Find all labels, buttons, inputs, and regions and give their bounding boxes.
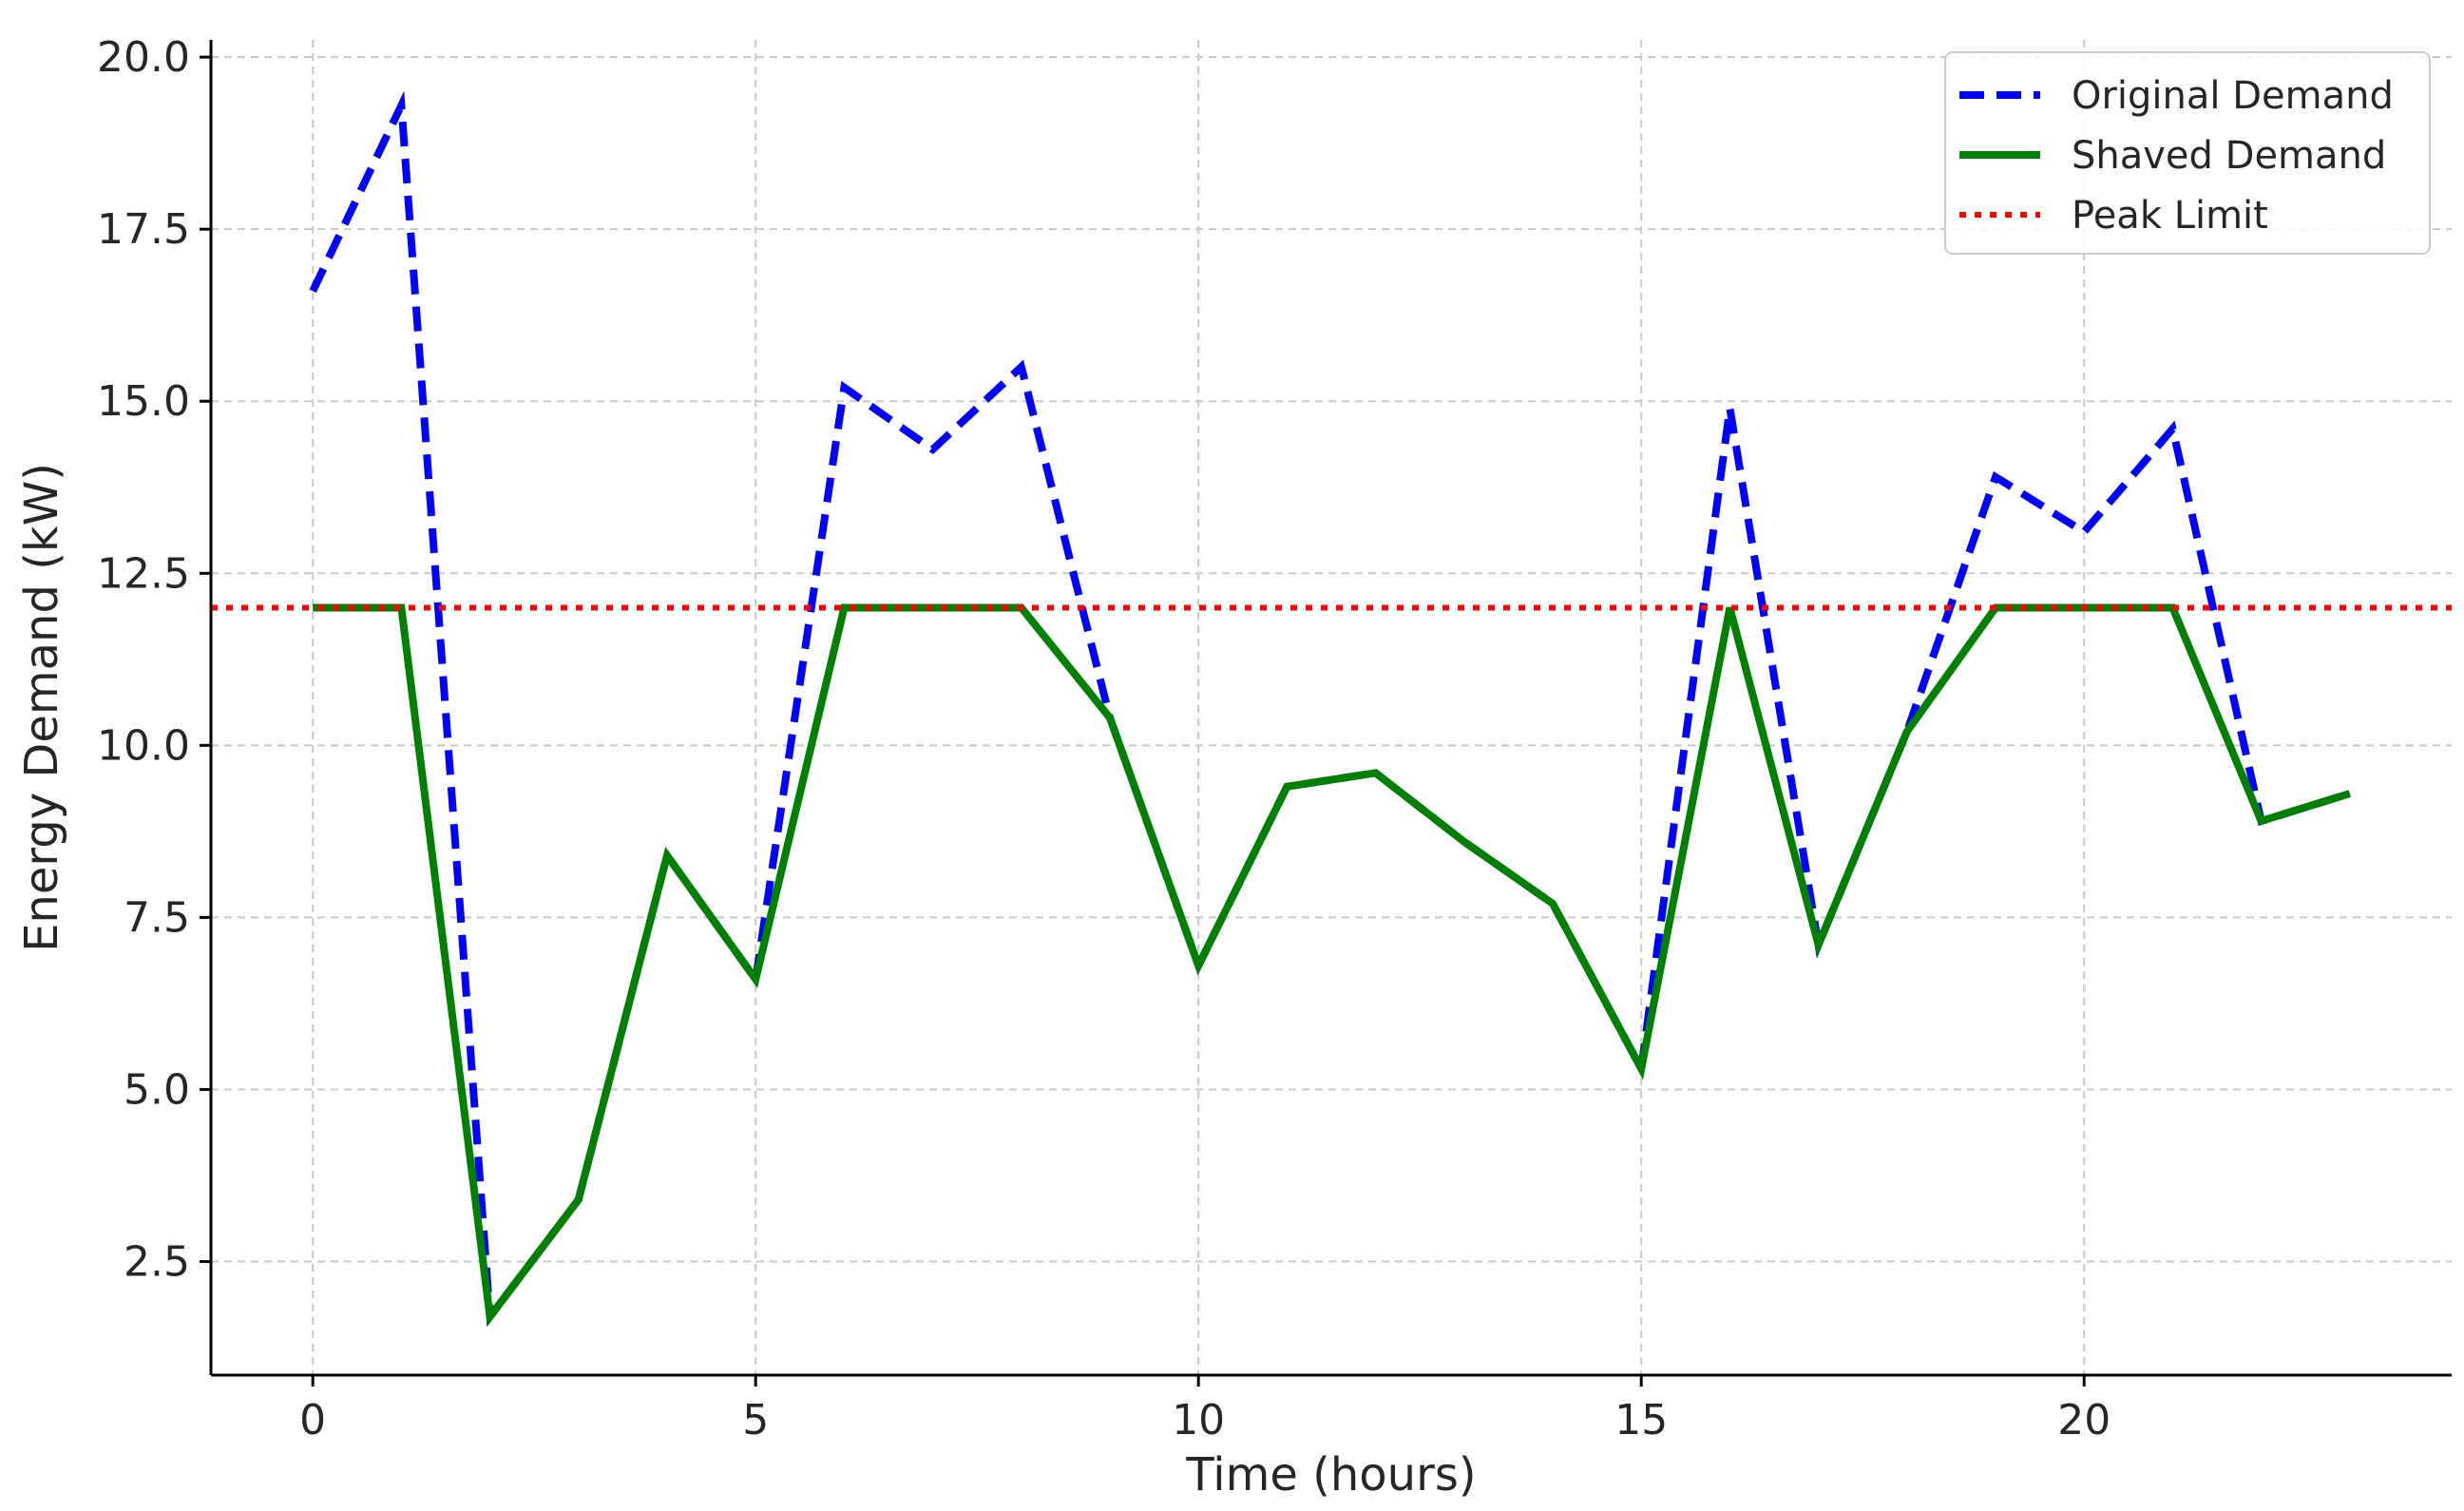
y-tick-label: 20.0 bbox=[97, 33, 190, 82]
legend-label-original-demand: Original Demand bbox=[2072, 74, 2394, 118]
y-tick-label: 5.0 bbox=[124, 1065, 190, 1114]
y-tick-label: 10.0 bbox=[97, 721, 190, 770]
legend-label-shaved-demand: Shaved Demand bbox=[2072, 134, 2386, 178]
y-tick-label: 2.5 bbox=[124, 1238, 190, 1287]
legend-box bbox=[1944, 51, 2431, 255]
series-layer bbox=[211, 90, 2452, 1328]
x-axis-label: Time (hours) bbox=[1185, 1448, 1476, 1501]
x-tick-label: 10 bbox=[1172, 1396, 1225, 1444]
x-ticks: 0 5 10 15 20 bbox=[299, 1375, 2111, 1444]
legend-label-peak-limit: Peak Limit bbox=[2072, 194, 2268, 238]
x-tick-label: 15 bbox=[1614, 1396, 1668, 1444]
series-line-original-demand bbox=[309, 90, 2352, 1328]
y-tick-label: 12.5 bbox=[97, 549, 190, 598]
y-tick-label: 17.5 bbox=[97, 205, 190, 254]
x-tick-label: 20 bbox=[2057, 1396, 2111, 1444]
axes bbox=[209, 40, 2452, 1377]
y-ticks: 2.5 5.0 7.5 10.0 12.5 15.0 17.5 20.0 bbox=[97, 33, 211, 1287]
y-tick-label: 7.5 bbox=[124, 893, 190, 942]
y-axis-label: Energy Demand (kW) bbox=[15, 463, 68, 952]
legend: Original Demand Shaved Demand Peak Limit bbox=[1944, 51, 2431, 255]
x-tick-label: 0 bbox=[299, 1396, 326, 1444]
x-tick-label: 5 bbox=[742, 1396, 769, 1444]
series-line-shaved-demand bbox=[313, 603, 2352, 1327]
y-tick-label: 15.0 bbox=[97, 377, 190, 426]
